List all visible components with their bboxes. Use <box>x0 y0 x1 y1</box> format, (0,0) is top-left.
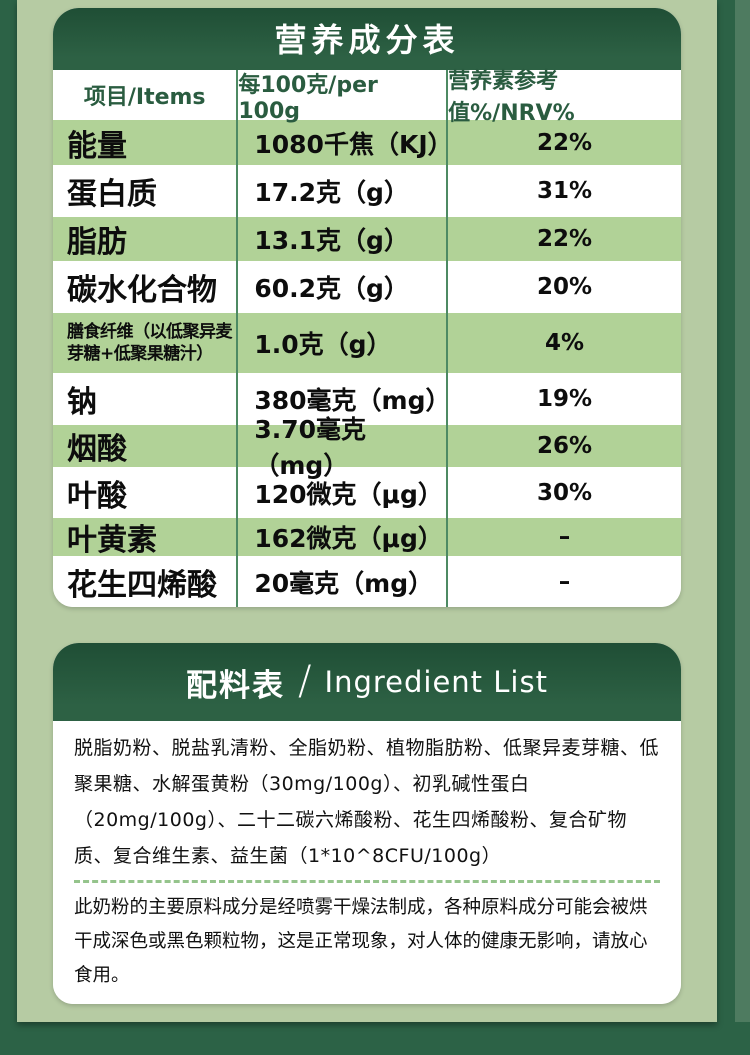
processing-note: 此奶粉的主要原料成分是经喷雾干燥法制成，各种原料成分可能会被烘干成深色或黑色颗粒… <box>74 897 648 986</box>
nutrient-nrv-value: 4% <box>446 313 681 373</box>
nutrient-amount: 1.0克（g） <box>236 313 446 373</box>
nutrient-amount: 120微克（μg） <box>236 467 446 518</box>
table-row: 花生四烯酸 20毫克（mg） – <box>53 556 681 607</box>
nutrient-amount: 162微克（μg） <box>236 518 446 556</box>
table-row: 烟酸 3.70毫克（mg） 26% <box>53 415 681 480</box>
table-row: 膳食纤维（以低聚异麦芽糖+低聚果糖汁） 1.0克（g） 4% <box>53 313 681 373</box>
ingredient-title-en: Ingredient List <box>324 665 548 699</box>
nutrition-table-title: 营养成分表 <box>274 21 460 59</box>
nutrient-amount: 20毫克（mg） <box>236 556 446 607</box>
nutrient-nrv-value: 31% <box>446 165 681 217</box>
nutrient-nrv-value: 22% <box>446 217 681 261</box>
right-edge-strip <box>735 0 750 1022</box>
nutrient-name: 脂肪 <box>67 225 127 260</box>
nutrient-nrv-value: 22% <box>446 120 681 165</box>
nutrient-nrv-value: 20% <box>446 261 681 313</box>
nutrient-name: 蛋白质 <box>67 177 157 212</box>
nutrient-name: 膳食纤维（以低聚异麦芽糖+低聚果糖汁） <box>67 321 233 364</box>
nutrient-nrv-value: 19% <box>446 373 681 425</box>
nutrient-name: 碳水化合物 <box>67 273 217 308</box>
ingredient-header-banner: 配料表 / Ingredient List <box>53 643 681 721</box>
nutrition-title-banner: 营养成分表 <box>53 8 681 70</box>
title-slash: / <box>298 658 312 704</box>
dashed-divider <box>74 880 660 883</box>
nutrient-nrv-value: – <box>446 556 681 607</box>
table-row: 蛋白质 17.2克（g） 31% <box>53 165 681 217</box>
nutrient-name: 钠 <box>67 385 97 420</box>
table-row: 能量 1080千焦（KJ） 22% <box>53 120 681 165</box>
column-header-nrv: 营养素参考值%/NRV% <box>446 69 681 126</box>
nutrient-nrv-value: 30% <box>446 467 681 518</box>
nutrient-amount: 17.2克（g） <box>236 165 446 217</box>
nutrient-amount: 3.70毫克（mg） <box>236 415 446 480</box>
nutrient-name: 烟酸 <box>67 432 127 467</box>
ingredient-title-zh: 配料表 <box>186 667 286 704</box>
table-header-row: 项目/Items 每100克/per 100g 营养素参考值%/NRV% <box>53 69 681 126</box>
nutrient-name: 叶黄素 <box>67 523 157 558</box>
ingredient-body: 脱脂奶粉、脱盐乳清粉、全脂奶粉、植物脂肪粉、低聚异麦芽糖、低聚果糖、水解蛋黄粉（… <box>53 721 681 1004</box>
column-header-items: 项目/Items <box>83 85 206 110</box>
table-row: 叶黄素 162微克（μg） – <box>53 518 681 558</box>
table-row: 叶酸 120微克（μg） 30% <box>53 467 681 518</box>
content-panel: 营养成分表 项目/Items 每100克/per 100g 营养素参考值%/NR… <box>17 0 717 1022</box>
nutrient-amount: 60.2克（g） <box>236 261 446 313</box>
nutrient-name: 叶酸 <box>67 478 127 514</box>
ingredient-list-card: 配料表 / Ingredient List 脱脂奶粉、脱盐乳清粉、全脂奶粉、植物… <box>53 643 681 1004</box>
nutrient-nrv-value: – <box>446 518 681 556</box>
nutrient-amount: 13.1克（g） <box>236 217 446 261</box>
nutrition-table-card: 营养成分表 项目/Items 每100克/per 100g 营养素参考值%/NR… <box>53 8 681 607</box>
nutrient-amount: 1080千焦（KJ） <box>236 120 453 165</box>
table-row: 脂肪 13.1克（g） 22% <box>53 217 681 261</box>
nutrient-name: 能量 <box>67 128 127 164</box>
nutrient-amount: 380毫克（mg） <box>236 373 451 425</box>
nutrient-nrv-value: 26% <box>446 425 681 467</box>
column-header-per100g: 每100克/per 100g <box>236 70 446 124</box>
nutrient-name: 花生四烯酸 <box>67 567 217 603</box>
table-row: 碳水化合物 60.2克（g） 20% <box>53 261 681 313</box>
table-row: 钠 380毫克（mg） 19% <box>53 373 681 425</box>
ingredient-list-text: 脱脂奶粉、脱盐乳清粉、全脂奶粉、植物脂肪粉、低聚异麦芽糖、低聚果糖、水解蛋黄粉（… <box>74 737 660 867</box>
